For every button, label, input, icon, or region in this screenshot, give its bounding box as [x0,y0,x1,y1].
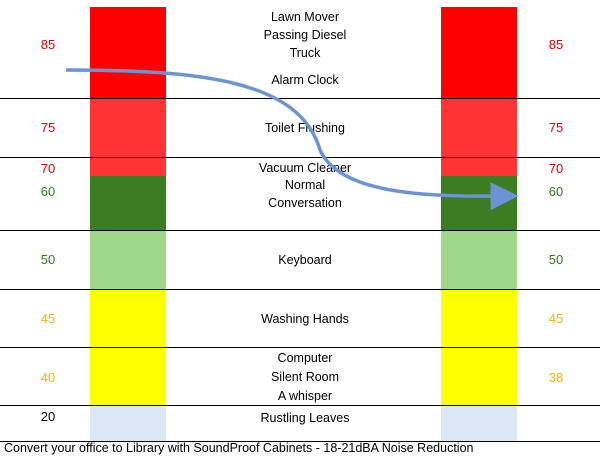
source-alarm-clock: Alarm Clock [271,73,339,87]
right-level-50: 50 [548,252,564,267]
source-lawn-mover: Lawn Mover [270,10,340,24]
source-truck: Truck [289,46,321,60]
left-bar-green-light [90,230,166,289]
left-bar-red [90,98,166,176]
divider-line [0,405,600,406]
source-passing-diesel: Passing Diesel [263,28,347,42]
source-washing-hands: Washing Hands [261,312,349,326]
right-level-70: 70 [548,161,564,176]
divider-line [0,289,600,290]
right-level-45: 45 [548,311,564,326]
footer-caption: Convert your office to Library with Soun… [4,441,474,455]
source-toilet-flushing: Toilet Flushing [265,121,345,135]
right-bar-red-top [441,7,517,98]
divider-line [0,441,600,442]
left-level-60: 60 [40,184,56,199]
left-bar-green-dark [90,176,166,230]
left-level-45: 45 [40,311,56,326]
right-bar-blue [441,405,517,441]
left-level-75: 75 [40,120,56,135]
right-bar-green-light [441,230,517,289]
right-level-60: 60 [548,184,564,199]
left-bar-blue [90,405,166,441]
divider-line [0,157,600,158]
right-bar-red [441,98,517,176]
left-level-85: 85 [40,37,56,52]
source-rustling-leaves: Rustling Leaves [260,411,350,425]
right-level-75: 75 [548,120,564,135]
left-bar-red-top [90,7,166,98]
left-level-20: 20 [40,409,56,424]
right-level-38: 38 [548,370,564,385]
source-a-whisper: A whisper [277,389,333,403]
divider-line [0,98,600,99]
divider-line [0,230,600,231]
source-computer: Computer [277,351,333,365]
left-level-40: 40 [40,370,56,385]
left-level-70: 70 [40,161,56,176]
divider-line [0,347,600,348]
left-level-50: 50 [40,252,56,267]
source-keyboard: Keyboard [278,253,332,267]
source-conversation: Conversation [268,196,342,210]
right-level-85: 85 [548,37,564,52]
source-normal: Normal [284,178,326,192]
source-silent-room: Silent Room [270,370,340,384]
